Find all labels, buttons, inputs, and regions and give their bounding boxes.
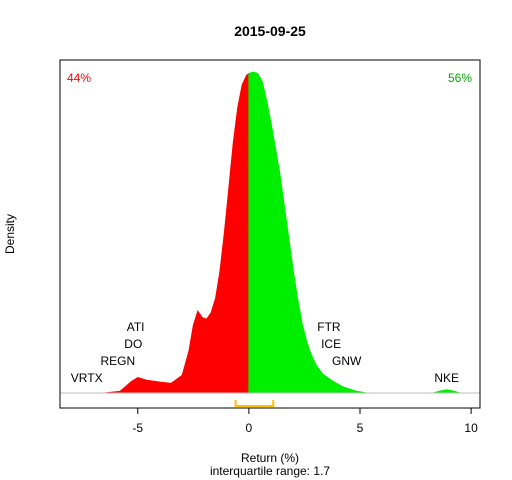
plot-area [60, 71, 480, 407]
x-tick-label: 0 [246, 421, 253, 435]
y-axis-label: Density [3, 214, 17, 254]
ticker-label: ICE [321, 337, 341, 351]
ticker-label: GNW [332, 354, 362, 368]
ticker-label: REGN [100, 354, 135, 368]
chart-subtitle: interquartile range: 1.7 [210, 464, 330, 478]
ticker-label: NKE [434, 371, 459, 385]
iqr-bracket [234, 400, 275, 407]
x-axis: -5 0 5 10 [132, 407, 478, 435]
ticker-label: FTR [317, 320, 341, 334]
ticker-annotations: ATI DO REGN VRTX FTR ICE GNW NKE [71, 320, 459, 385]
negative-density-area [75, 72, 250, 394]
positive-share-label: 56% [448, 71, 472, 85]
x-tick-label: -5 [132, 421, 143, 435]
ticker-label: DO [124, 337, 142, 351]
ticker-label: VRTX [71, 371, 103, 385]
negative-share-label: 44% [67, 71, 91, 85]
ticker-label: ATI [127, 320, 145, 334]
x-tick-label: 10 [464, 421, 478, 435]
positive-density-area [248, 71, 461, 394]
x-axis-label: Return (%) [241, 451, 299, 465]
x-tick-label: 5 [357, 421, 364, 435]
chart-title: 2015-09-25 [234, 23, 306, 39]
